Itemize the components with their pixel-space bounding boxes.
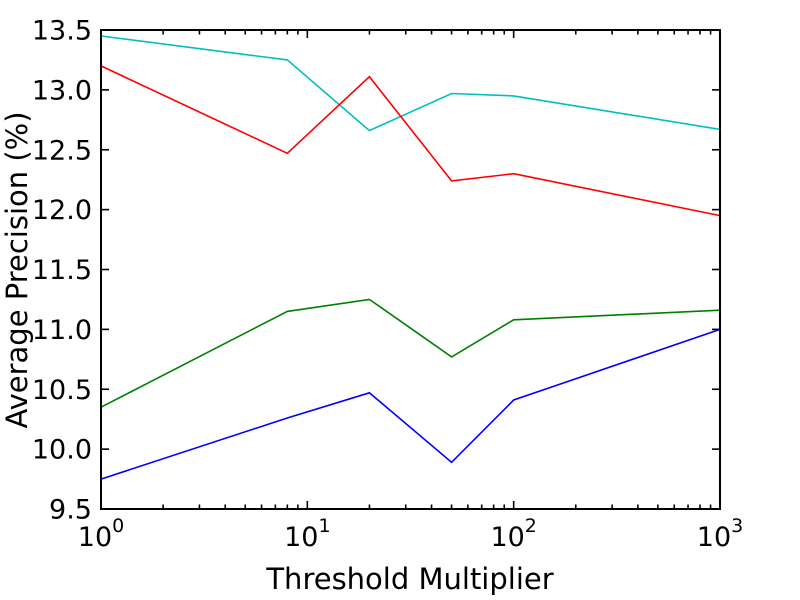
x-tick-label: 100	[78, 515, 124, 553]
x-tick-label: 103	[697, 515, 743, 553]
series-line-green	[100, 298, 721, 408]
series-layer	[100, 35, 721, 480]
y-tick-label: 10.5	[32, 375, 92, 406]
series-line-blue	[100, 328, 721, 480]
x-tick-label: 101	[284, 515, 330, 553]
y-tick-label: 12.5	[32, 135, 92, 166]
y-tick-label: 10.0	[32, 435, 92, 466]
series-line-red	[100, 65, 721, 217]
y-axis-label: Average Precision (%)	[0, 111, 34, 428]
y-tick-label: 13.0	[32, 75, 92, 106]
axes-border	[100, 29, 721, 510]
x-tick-label: 102	[490, 515, 536, 553]
y-tick-label: 11.0	[32, 315, 92, 346]
y-tick-label: 11.5	[32, 255, 92, 286]
y-tick-label: 13.5	[32, 16, 92, 47]
y-tick-label: 12.0	[32, 195, 92, 226]
x-axis-label: Threshold Multiplier	[265, 562, 553, 596]
y-tick-label: 9.5	[49, 495, 92, 526]
tick-layer	[100, 29, 721, 510]
series-line-cyan	[100, 35, 721, 132]
label-layer: 100 101 102 103 9.5 10.0 10.5 11.0 11.5 12.0 12.5 1…	[32, 16, 743, 554]
